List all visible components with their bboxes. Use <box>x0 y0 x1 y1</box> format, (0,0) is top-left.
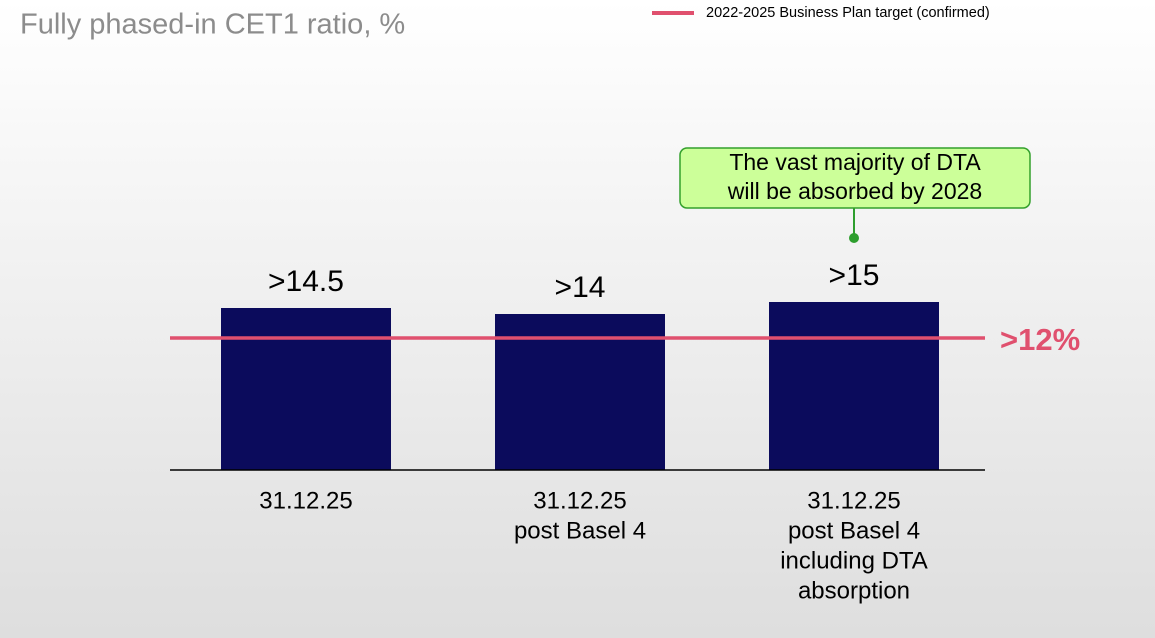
value-label: >14 <box>555 271 606 304</box>
bar <box>769 302 939 470</box>
x-tick-label: including DTA <box>780 547 928 574</box>
bar <box>495 314 665 470</box>
x-tick-label: post Basel 4 <box>514 517 646 544</box>
callout-box <box>679 147 1031 209</box>
x-tick-label: post Basel 4 <box>788 517 920 544</box>
callout-dot <box>849 233 859 243</box>
callout-text: The vast majority of DTA <box>729 149 981 175</box>
callout-text: will be absorbed by 2028 <box>727 178 982 204</box>
x-tick-label: 31.12.25 <box>259 487 352 514</box>
chart-title: Fully phased-in CET1 ratio, % <box>20 9 405 41</box>
bar <box>221 308 391 470</box>
x-tick-label: absorption <box>798 577 910 604</box>
x-tick-label: 31.12.25 <box>807 487 900 514</box>
x-tick-label: 31.12.25 <box>533 487 626 514</box>
legend-label: 2022-2025 Business Plan target (confirme… <box>706 5 990 21</box>
value-label: >14.5 <box>268 265 344 298</box>
target-label: >12% <box>1000 322 1080 357</box>
value-label: >15 <box>829 259 880 292</box>
